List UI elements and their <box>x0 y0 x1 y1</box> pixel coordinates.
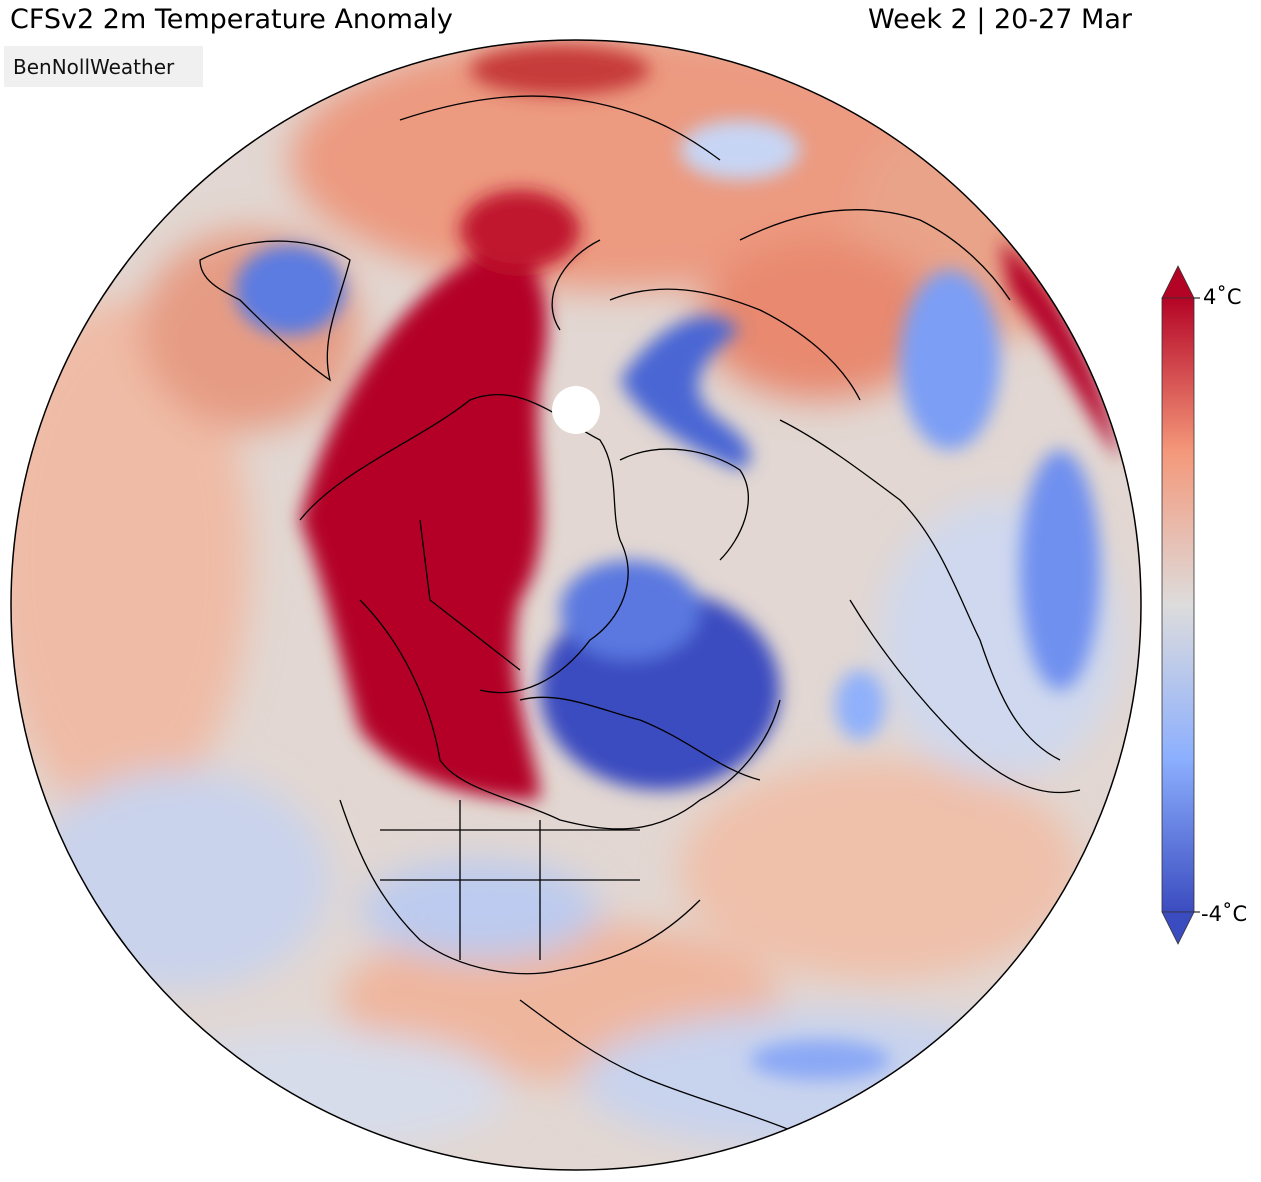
coastlines <box>199 95 1081 1131</box>
watermark-badge: BenNollWeather <box>4 46 203 87</box>
colorbar-bar <box>1161 297 1195 913</box>
north-pole-gap <box>552 386 600 434</box>
map-title: CFSv2 2m Temperature Anomaly <box>10 4 453 35</box>
strong-anomalies <box>235 45 1120 1080</box>
colorbar-min-label: -4˚C <box>1201 902 1248 926</box>
globe <box>11 40 1141 1170</box>
colorbar <box>1161 265 1200 945</box>
colorbar-max-extend <box>1161 265 1195 299</box>
colorbar-max-label: 4˚C <box>1203 285 1242 309</box>
watermark-text: BenNollWeather <box>13 54 175 79</box>
colorbar-min-extend <box>1161 911 1195 945</box>
forecast-period: Week 2 | 20-27 Mar <box>868 4 1132 35</box>
globe-outline <box>10 39 1142 1171</box>
